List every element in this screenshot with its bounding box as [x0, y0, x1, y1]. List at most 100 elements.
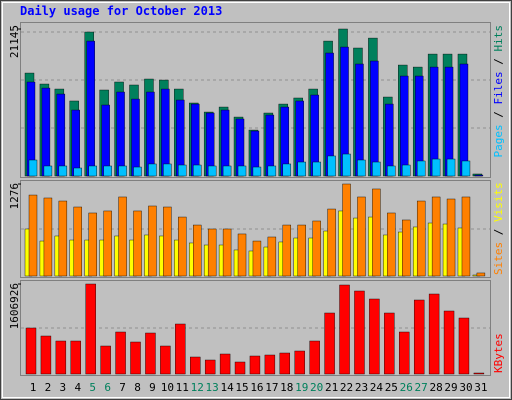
legend-entry: KBytes — [492, 333, 505, 373]
bar — [71, 109, 80, 177]
bar — [73, 167, 82, 177]
bar — [342, 183, 351, 277]
bar — [370, 60, 379, 177]
bar — [461, 160, 471, 177]
x-tick-label: 4 — [74, 381, 81, 394]
bar — [387, 165, 396, 177]
x-tick-label: 16 — [250, 381, 263, 394]
bar — [416, 200, 426, 277]
bar — [339, 284, 350, 375]
bar — [133, 166, 142, 177]
bar — [118, 165, 127, 177]
x-tick-label: 10 — [161, 381, 174, 394]
x-tick-label: 17 — [265, 381, 278, 394]
bar — [342, 153, 351, 177]
bar — [372, 188, 381, 277]
bar — [461, 196, 471, 277]
bar — [176, 99, 185, 177]
bar — [25, 327, 37, 375]
bar — [458, 317, 470, 375]
bar — [116, 91, 125, 177]
bar — [252, 240, 262, 277]
bar — [115, 331, 126, 375]
bar — [43, 197, 53, 277]
bar — [148, 163, 157, 177]
bar — [28, 159, 38, 177]
x-tick-label: 28 — [429, 381, 442, 394]
bar — [178, 216, 187, 277]
x-tick-label: 12 — [191, 381, 204, 394]
bar — [222, 228, 232, 277]
bar — [297, 224, 306, 277]
x-tick-label: 13 — [206, 381, 219, 394]
legend: KBytes — [492, 333, 505, 373]
bar — [279, 352, 291, 375]
bar — [282, 224, 292, 277]
x-tick-label: 29 — [444, 381, 457, 394]
bar — [56, 93, 66, 177]
x-tick-label: 31 — [474, 381, 487, 394]
legend-entry: Files — [492, 71, 505, 104]
bar — [86, 40, 95, 177]
x-tick-label: 19 — [295, 381, 308, 394]
bar — [416, 160, 426, 177]
x-tick-label: 6 — [104, 381, 111, 394]
legend-entry: Hits — [492, 25, 505, 52]
bar — [428, 293, 440, 375]
bar — [103, 210, 112, 277]
x-tick-label: 23 — [355, 381, 368, 394]
bar — [372, 161, 381, 177]
bar — [385, 103, 394, 177]
bar — [384, 312, 395, 375]
bar — [312, 161, 321, 177]
x-tick-label: 24 — [370, 381, 384, 394]
bar — [193, 164, 202, 177]
bar — [402, 219, 411, 277]
bar — [43, 165, 53, 177]
bar — [264, 354, 276, 375]
x-tick-label: 22 — [340, 381, 353, 394]
bar — [237, 165, 247, 177]
bar — [354, 290, 365, 375]
bar — [207, 165, 217, 177]
bar — [387, 212, 396, 277]
bar — [400, 75, 409, 177]
x-tick-label: 7 — [119, 381, 126, 394]
bar — [402, 164, 411, 177]
bar — [476, 272, 486, 277]
x-tick-label: 18 — [280, 381, 293, 394]
bar — [443, 310, 455, 375]
bar — [55, 340, 67, 375]
bar — [312, 220, 321, 277]
x-tick-label: 5 — [89, 381, 96, 394]
x-tick-label: 3 — [60, 381, 67, 394]
legend-entry: Pages — [492, 124, 505, 157]
bar — [282, 163, 292, 177]
bar — [130, 341, 141, 375]
bar — [446, 158, 456, 177]
bar — [297, 161, 306, 177]
bar — [41, 87, 51, 177]
x-tick-label: 14 — [220, 381, 234, 394]
bar — [369, 298, 380, 375]
bar — [413, 299, 425, 375]
x-tick-label: 2 — [45, 381, 52, 394]
bar — [431, 158, 441, 177]
x-tick-label: 11 — [176, 381, 189, 394]
bar — [58, 165, 68, 177]
bar — [175, 323, 186, 375]
bar — [88, 212, 97, 277]
bar — [327, 208, 336, 277]
bar — [294, 350, 305, 375]
bar — [309, 340, 320, 375]
x-tick-label: 27 — [415, 381, 428, 394]
legend: Sites / Visits — [492, 182, 505, 275]
legend: Pages / Files / Hits — [492, 25, 505, 158]
x-tick-label: 26 — [400, 381, 413, 394]
bar — [133, 210, 142, 277]
bar — [249, 355, 261, 375]
bar — [474, 174, 484, 177]
bar — [219, 353, 231, 375]
bar — [163, 206, 172, 277]
